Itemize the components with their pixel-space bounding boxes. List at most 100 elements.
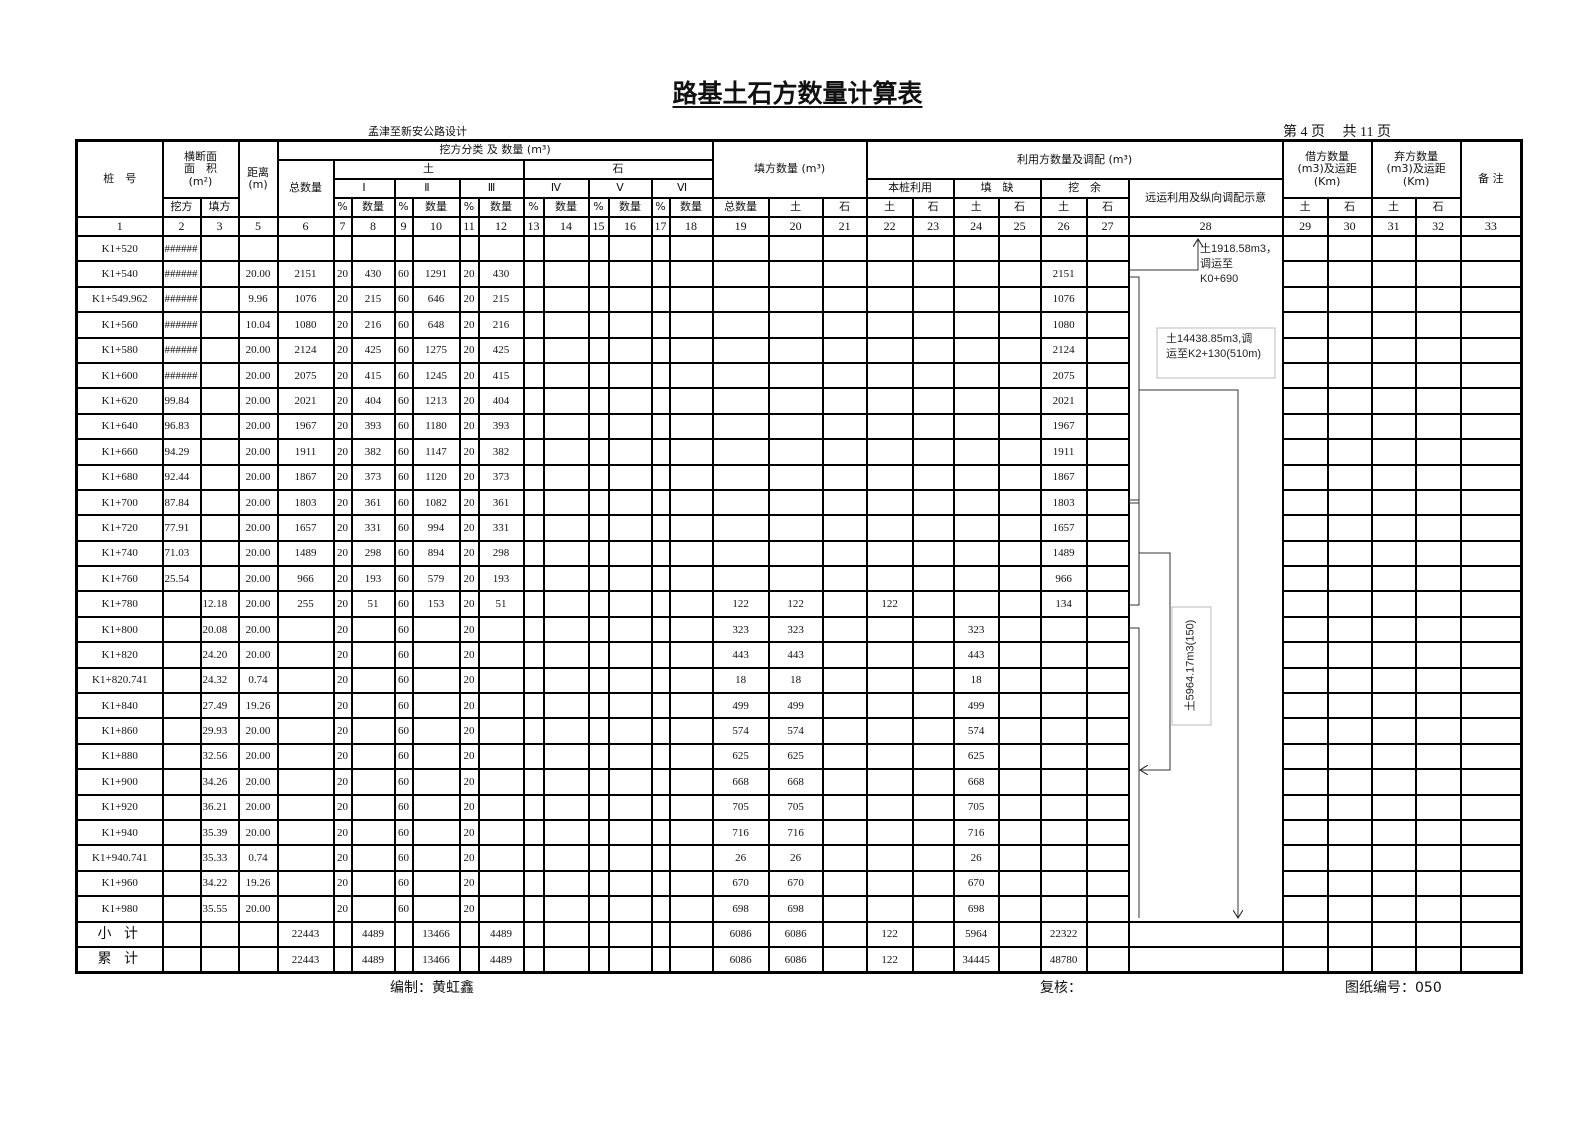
table-cell: 96.83 (161, 412, 202, 441)
table-cell (477, 818, 525, 847)
table-cell (821, 285, 868, 314)
table-cell: 60 (393, 666, 414, 695)
table-cell (1459, 565, 1523, 593)
table-cell: 34445 (952, 945, 1000, 974)
table-cell (767, 311, 824, 339)
table-cell (607, 565, 653, 593)
haul-note-1-line2: 调运至 (1200, 258, 1233, 270)
table-cell (1414, 768, 1462, 796)
table-cell (607, 615, 653, 644)
table-cell: 2151 (276, 260, 335, 288)
table-cell: 60 (393, 641, 414, 669)
table-cell (865, 260, 914, 288)
table-row: K1+880 32.56 20.00 20 60 20 625 625 625 (75, 742, 1523, 771)
table-cell (522, 463, 545, 491)
table-cell (668, 768, 714, 796)
station-cell: 累 计 (75, 945, 164, 974)
column-number: 22 (865, 216, 914, 237)
table-cell (1281, 920, 1329, 948)
table-cell: 60 (393, 488, 414, 517)
column-number: 30 (1326, 216, 1373, 237)
station-cell: K1+620 (75, 387, 164, 415)
table-cell: 20 (332, 336, 353, 364)
table-cell: 20 (332, 742, 353, 771)
table-cell (997, 717, 1042, 745)
table-cell: 48780 (1039, 945, 1088, 974)
column-number: 18 (668, 216, 714, 237)
table-cell (522, 412, 545, 441)
header-borrow-rock: 石 (1326, 197, 1373, 218)
table-cell: 994 (411, 514, 461, 542)
table-cell (522, 311, 545, 339)
table-cell: 425 (477, 336, 525, 364)
table-cell: 361 (477, 488, 525, 517)
column-number: 13 (522, 216, 545, 237)
table-cell (1459, 412, 1523, 441)
table-cell: 20 (458, 361, 480, 390)
column-number: 25 (997, 216, 1042, 237)
table-cell (587, 234, 610, 263)
table-cell (350, 234, 396, 263)
table-cell (1085, 590, 1130, 618)
column-number: 27 (1085, 216, 1130, 237)
table-cell (587, 285, 610, 314)
table-cell (865, 641, 914, 669)
table-cell (1370, 844, 1417, 872)
table-cell (607, 438, 653, 466)
table-cell (607, 488, 653, 517)
table-cell: 22443 (276, 920, 335, 948)
table-cell (1459, 285, 1523, 314)
table-header: 桩 号 横断面 面 积 (m²) 距离 (m) 挖方分类 及 数量 (m³) 填… (75, 139, 1523, 237)
table-cell: 20 (458, 666, 480, 695)
table-cell: 60 (393, 869, 414, 898)
table-cell (1459, 311, 1523, 339)
table-cell: 20 (332, 768, 353, 796)
table-cell: 331 (477, 514, 525, 542)
header-haul-diagram: 远运利用及纵向调配示意 (1127, 178, 1284, 218)
table-cell: 20 (332, 818, 353, 847)
table-cell (1039, 844, 1088, 872)
table-cell (1039, 717, 1088, 745)
table-cell (821, 666, 868, 695)
table-cell: 77.91 (161, 514, 202, 542)
table-cell (199, 311, 240, 339)
table-cell (1459, 869, 1523, 898)
table-cell: 698 (711, 895, 770, 923)
table-cell: 122 (865, 945, 914, 974)
table-cell (1414, 793, 1462, 821)
table-cell (1085, 615, 1130, 644)
table-cell: 26 (952, 844, 1000, 872)
table-cell (477, 768, 525, 796)
table-cell (1281, 641, 1329, 669)
table-cell (477, 666, 525, 695)
table-cell (199, 412, 240, 441)
table-cell: 216 (477, 311, 525, 339)
table-cell: 20 (458, 844, 480, 872)
table-cell (542, 234, 590, 263)
table-cell (1085, 869, 1130, 898)
station-cell: K1+780 (75, 590, 164, 618)
table-cell (1085, 539, 1130, 568)
table-cell (587, 387, 610, 415)
table-cell (821, 311, 868, 339)
table-cell: 20 (458, 412, 480, 441)
table-cell (161, 692, 202, 720)
haul-diagram-cell (1127, 920, 1284, 948)
table-cell (650, 234, 671, 263)
station-cell: 小 计 (75, 920, 164, 948)
table-cell (1414, 742, 1462, 771)
table-cell: 20 (458, 336, 480, 364)
table-cell (668, 818, 714, 847)
header-cut-group: 挖方分类 及 数量 (m³) (276, 139, 714, 161)
table-cell: 6086 (711, 920, 770, 948)
header-pct: % (332, 197, 353, 218)
table-cell (542, 336, 590, 364)
table-cell (1326, 666, 1373, 695)
table-row: K1+540 ###### 20.00 2151 20 430 60 1291 20 430 215… (75, 260, 1523, 288)
table-cell (997, 387, 1042, 415)
table-cell (1085, 463, 1130, 491)
table-cell (865, 488, 914, 517)
table-cell (1085, 387, 1130, 415)
table-cell (911, 260, 955, 288)
table-cell (1281, 844, 1329, 872)
